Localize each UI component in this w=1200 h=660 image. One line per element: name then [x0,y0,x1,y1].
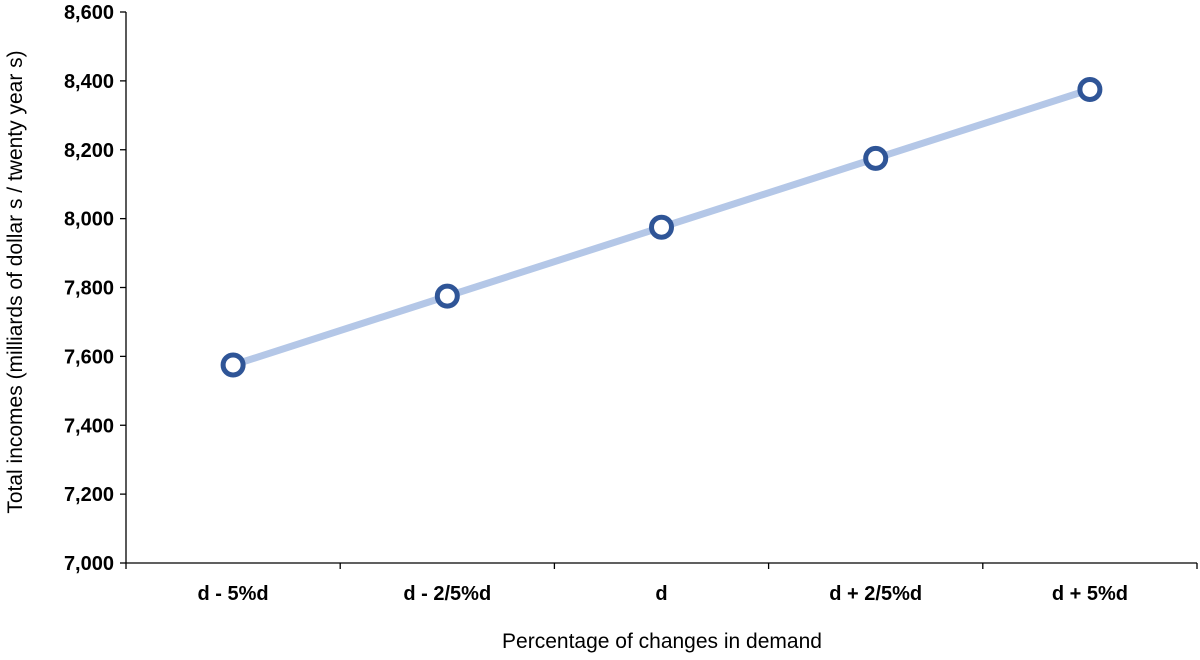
data-point [434,283,460,309]
y-axis-ticks: 7,000 7,200 7,400 7,600 7,800 8,000 8,200 8,400… [64,2,126,575]
data-point [649,214,674,240]
y-tick-label: 7,000 [64,553,114,575]
x-axis-title: Percentage of changes in demand [502,630,822,653]
x-tick-label: d + 5%d [1052,583,1128,605]
y-tick-label: 7,400 [64,415,114,437]
y-tick-label: 7,800 [64,278,114,300]
axes [125,12,1197,564]
x-tick-label: d - 2/5%d [403,583,491,605]
y-tick-label: 7,600 [64,346,114,368]
series-group [220,76,1103,378]
data-point [863,145,889,171]
data-point [1077,76,1103,102]
x-tick-label: d [655,583,667,605]
y-tick-label: 8,600 [64,2,114,24]
data-point [220,352,246,378]
y-tick-label: 8,000 [64,209,114,231]
y-axis-title: Total incomes (milliards of dollar s / t… [4,50,27,513]
x-tick-label: d - 5%d [198,583,269,605]
y-tick-label: 7,200 [64,484,114,506]
y-tick-label: 8,200 [64,140,114,162]
x-tick-label: d + 2/5%d [829,583,922,605]
y-tick-label: 8,400 [64,71,114,93]
x-axis-ticks: d - 5%d d - 2/5%d d d + 2/5%d d + 5%d [125,563,1198,605]
